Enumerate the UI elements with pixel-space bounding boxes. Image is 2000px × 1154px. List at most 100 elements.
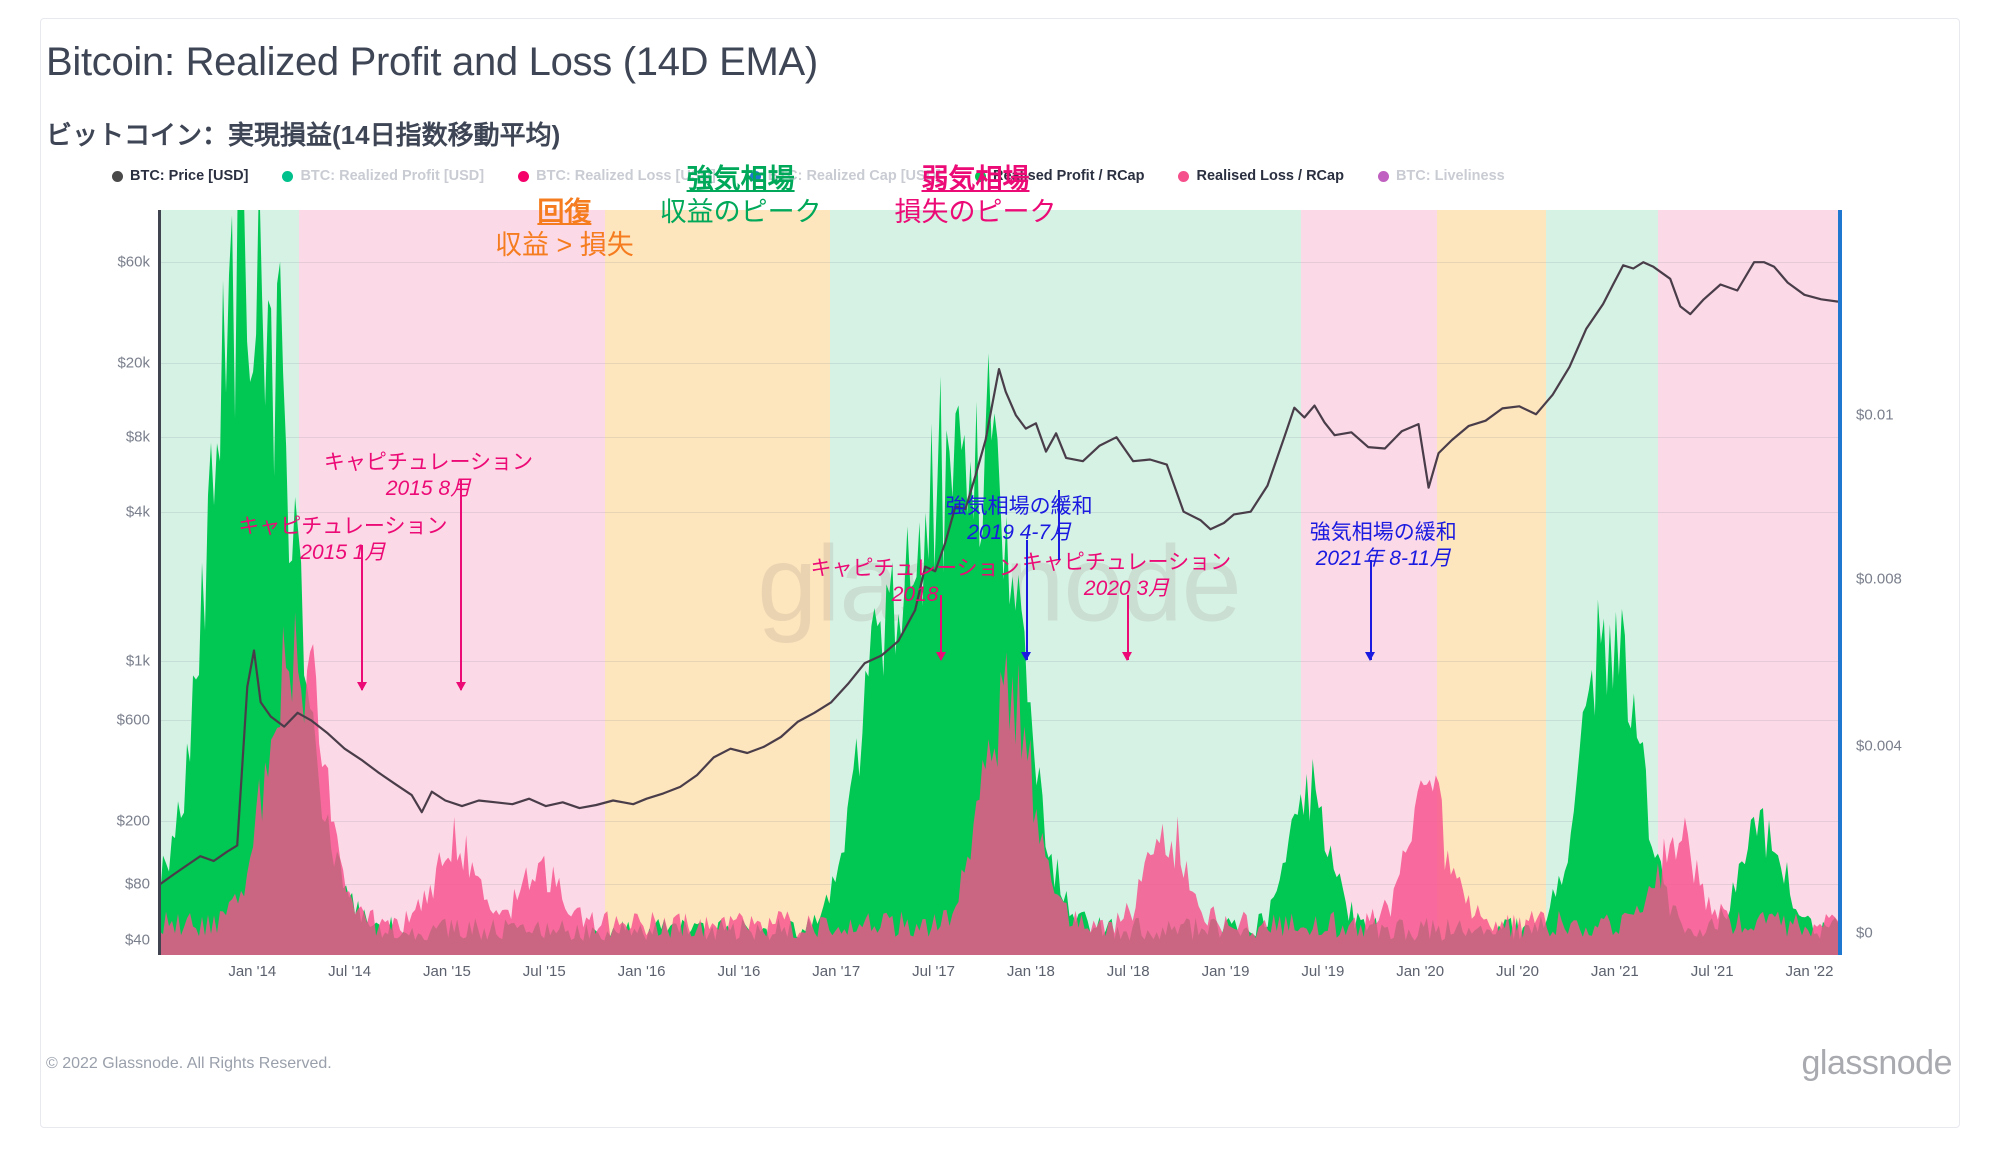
annotation-recovery: 回復 収益 > 損失 xyxy=(495,196,634,262)
x-tick-16: Jan '22 xyxy=(1785,963,1834,980)
legend-label: BTC: Realized Loss [USD] xyxy=(536,168,716,184)
x-tick-13: Jul '20 xyxy=(1496,963,1539,980)
phase-band-8 xyxy=(1658,210,1838,955)
annotation-bull-market: 強気相場 収益のピーク xyxy=(660,163,822,229)
y-axis-left-line xyxy=(158,210,161,955)
realised-loss-area xyxy=(160,612,1838,955)
y-tick-left-6: $200 xyxy=(116,812,150,830)
x-tick-0: Jan '14 xyxy=(228,963,277,980)
arrow-shaft xyxy=(1025,540,1028,660)
arrow-head-icon xyxy=(1122,652,1133,661)
page-subtitle: ビットコイン：実現損益(14日指数移動平均) xyxy=(46,120,561,150)
x-tick-1: Jul '14 xyxy=(328,963,372,980)
arrow-head-icon xyxy=(935,652,946,661)
legend-label: BTC: Price [USD] xyxy=(130,168,249,184)
gridline-0 xyxy=(160,262,1838,264)
annotation-line2: 2015 1月 xyxy=(300,540,386,564)
series-svg xyxy=(160,210,1838,955)
legend-item-0[interactable]: BTC: Price [USD] xyxy=(112,168,248,184)
annotation-capitulation-2015-08: キャピチュレーション 2015 8月 xyxy=(324,450,533,501)
page-title: Bitcoin: Realized Profit and Loss (14D E… xyxy=(46,40,818,84)
annotation-bull-relief-2019: 強気相場の緩和 2019 4-7月 xyxy=(946,494,1093,545)
x-tick-9: Jul '18 xyxy=(1106,963,1150,980)
x-tick-4: Jan '16 xyxy=(617,963,666,980)
annotation-line2: 2019 4-7月 xyxy=(967,520,1072,544)
annotation-capitulation-2018: キャピチュレーション 2018 xyxy=(811,556,1020,607)
legend-swatch-icon xyxy=(1178,170,1190,182)
y-axis-right-ticks: $0.01 $0.008 $0.004 $0 xyxy=(1856,210,1976,955)
legend-swatch-icon xyxy=(1377,170,1389,182)
legend-swatch-icon xyxy=(112,170,123,182)
y-tick-right-0: $0.01 xyxy=(1856,406,1894,424)
y-tick-left-0: $60k xyxy=(117,253,150,271)
arrow-head-icon xyxy=(356,682,367,691)
annotation-line2: 収益のピーク xyxy=(659,196,822,227)
annotation-capitulation-2015-01: キャピチュレーション 2015 1月 xyxy=(238,514,447,565)
legend-item-1[interactable]: BTC: Realized Profit [USD] xyxy=(282,168,484,184)
gridline-1 xyxy=(160,362,1838,364)
annotation-bear-market: 弱気相場 損失のピーク xyxy=(895,163,1057,229)
gridline-2 xyxy=(160,437,1838,439)
arrow-shaft xyxy=(1369,560,1372,660)
arrow-head-icon xyxy=(1021,652,1032,661)
legend-item-5[interactable]: Realised Loss / RCap xyxy=(1178,168,1344,184)
x-tick-12: Jan '20 xyxy=(1396,963,1445,980)
arrow-head-icon xyxy=(455,682,466,691)
legend-label: Realised Loss / RCap xyxy=(1196,168,1344,184)
y-tick-right-2: $0.004 xyxy=(1856,737,1902,755)
legend-item-4[interactable]: Realised Profit / RCap xyxy=(975,168,1144,184)
x-tick-3: Jul '15 xyxy=(522,963,566,980)
legend-swatch-icon xyxy=(282,170,294,182)
legend-item-2[interactable]: BTC: Realized Loss [USD] xyxy=(518,168,716,184)
annotation-line2: 2015 8月 xyxy=(385,476,472,500)
plot-canvas: glassnode xyxy=(160,210,1838,955)
annotation-line1: キャピチュレーション xyxy=(810,557,1020,580)
legend-item-3[interactable]: BTC: Realized Cap [USD] xyxy=(749,168,941,184)
y-tick-right-3: $0 xyxy=(1856,924,1873,942)
y-tick-left-2: $8k xyxy=(125,428,150,446)
y-tick-left-4: $1k xyxy=(125,652,150,670)
arrow-shaft xyxy=(460,480,463,690)
y-axis-left-ticks: $60k $20k $8k $4k $1k $600 $200 $80 $40 xyxy=(60,210,150,955)
btc-price-line xyxy=(160,261,1838,886)
legend-label: BTC: Liveliness xyxy=(1395,168,1505,184)
legend-label: Realised Profit / RCap xyxy=(993,168,1145,184)
phase-band-2 xyxy=(604,210,830,955)
phase-band-6 xyxy=(1436,210,1547,955)
legend-label: BTC: Realized Profit [USD] xyxy=(300,168,485,184)
annotation-line2: 2021年 8-11月 xyxy=(1315,546,1451,570)
annotation-line1: キャピチュレーション xyxy=(238,515,448,538)
y-tick-left-8: $40 xyxy=(124,931,150,949)
y-axis-right-line xyxy=(1838,210,1842,955)
arrow-head-icon xyxy=(1365,652,1376,661)
realised-profit-area xyxy=(160,210,1838,955)
x-tick-8: Jan '18 xyxy=(1006,963,1055,980)
annotation-line1: キャピチュレーション xyxy=(323,451,534,474)
chart-legend[interactable]: BTC: Price [USD] BTC: Realized Profit [US… xyxy=(112,165,1592,187)
phase-band-4 xyxy=(1047,210,1302,955)
x-tick-14: Jan '21 xyxy=(1590,963,1639,980)
x-tick-15: Jul '21 xyxy=(1690,963,1734,980)
annotation-line1: 強気相場の緩和 xyxy=(1309,521,1457,544)
annotation-line1: 強気相場の緩和 xyxy=(945,495,1093,518)
y-tick-left-5: $600 xyxy=(116,711,150,729)
x-tick-11: Jul '19 xyxy=(1301,963,1345,980)
y-tick-left-1: $20k xyxy=(117,354,150,372)
phase-band-1 xyxy=(299,210,605,955)
annotation-line1: 強気相場 xyxy=(686,164,795,194)
vline-2019-split xyxy=(1057,490,1060,560)
legend-item-6[interactable]: BTC: Liveliness xyxy=(1377,168,1505,184)
annotation-line1: 弱気相場 xyxy=(921,164,1030,194)
x-tick-6: Jan '17 xyxy=(812,963,861,980)
x-tick-10: Jan '19 xyxy=(1201,963,1250,980)
x-tick-5: Jul '16 xyxy=(717,963,761,980)
annotation-line2: 収益 > 損失 xyxy=(495,229,634,260)
arrow-shaft xyxy=(1126,595,1129,660)
x-tick-7: Jul '17 xyxy=(912,963,955,980)
annotation-line1: 回復 xyxy=(537,197,592,227)
legend-label: BTC: Realized Cap [USD] xyxy=(767,168,941,184)
x-axis-ticks: Jan '14 Jul '14 Jan '15 Jul '15 Jan '16 Jul '… xyxy=(160,963,1838,993)
y-tick-left-7: $80 xyxy=(124,875,150,893)
